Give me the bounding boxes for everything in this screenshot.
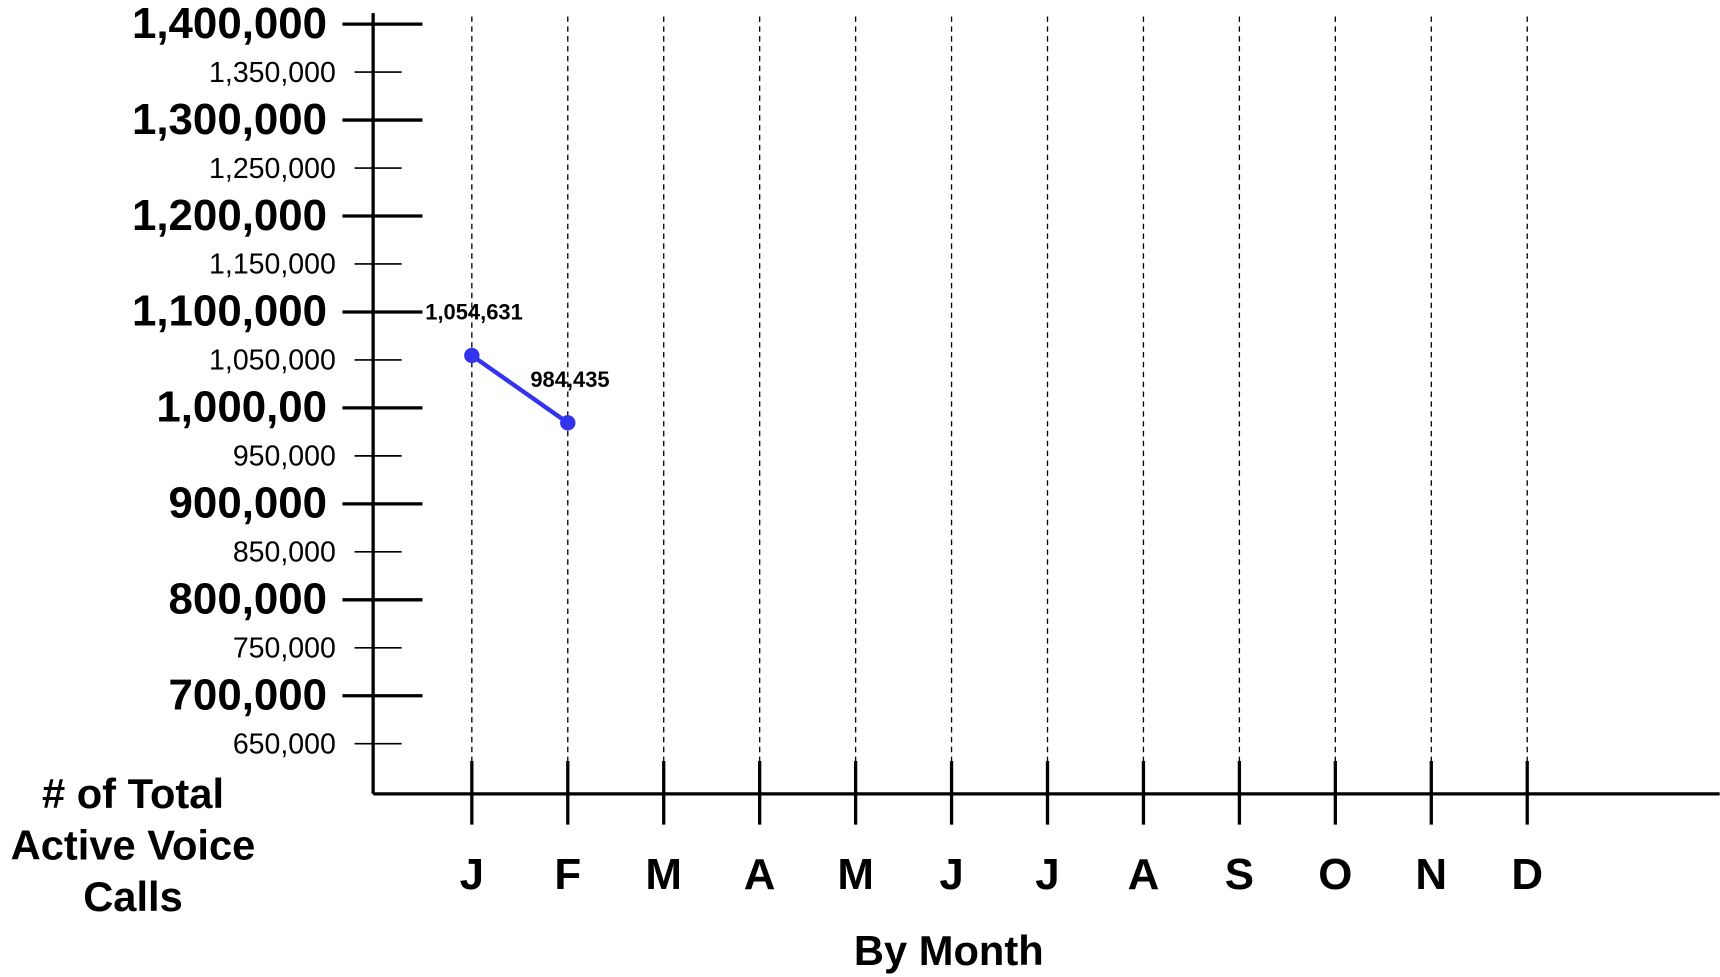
- x-tick-label: M: [645, 850, 682, 899]
- x-tick-label: N: [1415, 850, 1447, 899]
- data-line: [470, 353, 570, 425]
- x-tick-label: A: [744, 850, 776, 899]
- x-axis-label: By Month: [854, 927, 1044, 974]
- y-minor-tick-label: 650,000: [233, 728, 336, 760]
- x-tick-label: J: [460, 850, 484, 899]
- data-point: [464, 347, 480, 364]
- x-tick-label: F: [554, 850, 581, 899]
- x-tick-label: J: [939, 850, 963, 899]
- y-minor-tick-label: 1,050,000: [209, 345, 336, 377]
- x-tick-label: A: [1128, 850, 1160, 899]
- y-major-tick-label: 800,000: [169, 575, 328, 624]
- y-minor-tick-label: 1,250,000: [209, 153, 336, 185]
- y-major-tick-label: 1,400,000: [132, 0, 327, 48]
- data-label: 1,054,631: [425, 300, 523, 325]
- data-label: 984,435: [530, 367, 609, 392]
- y-minor-tick-label: 1,350,000: [209, 57, 336, 89]
- y-major-tick-label: 700,000: [169, 671, 328, 720]
- y-axis-label: # of Total Active Voice Calls: [10, 771, 256, 922]
- y-minor-tick-label: 950,000: [233, 441, 336, 473]
- data-point: [560, 415, 576, 431]
- x-tick-label: O: [1318, 850, 1352, 899]
- y-minor-tick-label: 1,150,000: [209, 249, 336, 281]
- y-axis-label-box: # of Total Active Voice Calls: [10, 771, 256, 922]
- x-tick-label: D: [1511, 850, 1543, 899]
- y-major-tick-label: 1,300,000: [132, 95, 327, 144]
- y-minor-tick-label: 750,000: [233, 632, 336, 664]
- y-major-tick-label: 1,200,000: [132, 191, 327, 240]
- x-tick-label: M: [837, 850, 874, 899]
- y-major-tick-label: 1,100,000: [132, 287, 327, 336]
- x-tick-label: S: [1225, 850, 1254, 899]
- y-major-tick-label: 900,000: [169, 479, 328, 528]
- y-major-tick-label: 1,000,00: [156, 383, 327, 432]
- y-minor-tick-label: 850,000: [233, 537, 336, 569]
- x-tick-label: J: [1035, 850, 1059, 899]
